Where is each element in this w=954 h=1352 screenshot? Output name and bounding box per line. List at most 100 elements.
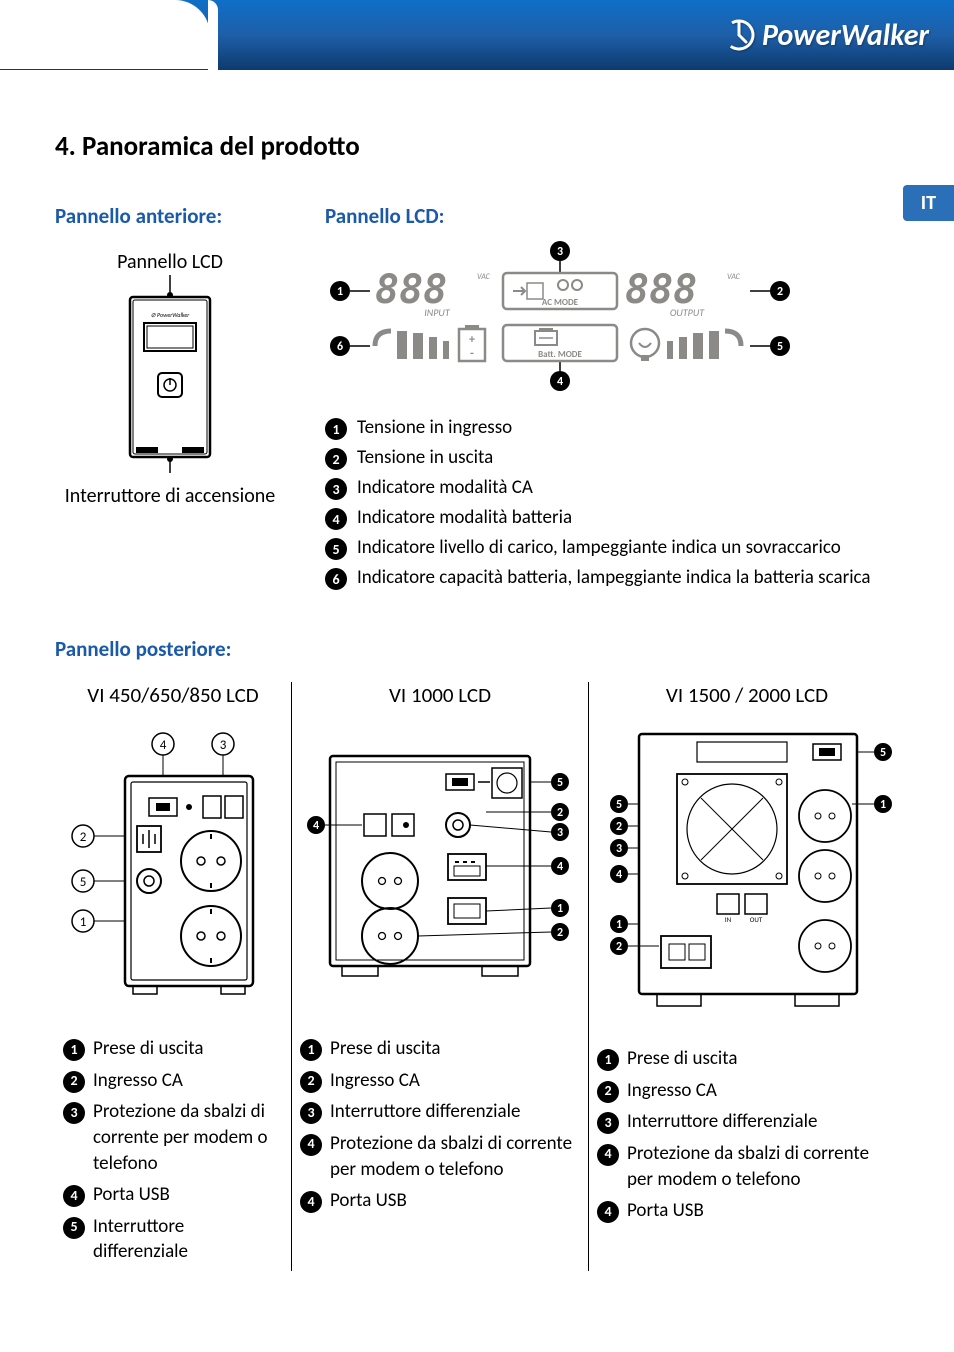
- rear-model-title: VI 450/650/850 LCD: [63, 682, 283, 708]
- legend-text: Porta USB: [93, 1182, 283, 1208]
- svg-text:+: +: [469, 333, 475, 347]
- rear-diagram-1: 4 3 2 5 1: [63, 726, 283, 1006]
- rear-col-1: VI 450/650/850 LCD 4 3 2 5 1: [55, 682, 291, 1271]
- front-panel-diagram: Pannello LCD ⊘ PowerWalker: [55, 241, 285, 509]
- legend-text: Porta USB: [627, 1198, 897, 1224]
- legend-num-1: 1: [325, 418, 347, 440]
- legend-num-5: 5: [325, 538, 347, 560]
- legend-num: 5: [63, 1217, 85, 1239]
- legend-num: 4: [300, 1191, 322, 1213]
- legend-text: Ingresso CA: [330, 1068, 580, 1094]
- legend-num: 3: [300, 1102, 322, 1124]
- legend-text: Protezione da sbalzi di corrente per mod…: [330, 1131, 580, 1182]
- lcd-legend-row: 4Indicatore modalità batteria: [325, 506, 899, 530]
- legend-num: 4: [597, 1144, 619, 1166]
- legend-num: 1: [597, 1049, 619, 1071]
- legend-text: Prese di uscita: [330, 1036, 580, 1062]
- front-panel-column: Pannello anteriore: Pannello LCD ⊘ Power…: [55, 203, 285, 596]
- rear-legend-row: 4 Porta USB: [300, 1188, 580, 1214]
- rear-legend-row: 2 Ingresso CA: [63, 1068, 283, 1094]
- rear-svg-2: 5 2 3 4 1 2 4: [300, 736, 580, 996]
- legend-num: 1: [63, 1039, 85, 1061]
- rear-legend-row: 4 Porta USB: [597, 1198, 897, 1224]
- rear-svg-3: IN OUT 5 1 5 2: [597, 726, 897, 1016]
- lcd-legend: 1 Tensione in ingresso 2Tensione in uscit…: [325, 416, 899, 590]
- rear-legend-row: 5 Interruttore differenziale: [63, 1214, 283, 1265]
- svg-text:-: -: [470, 347, 474, 361]
- rear-diagram-2: 5 2 3 4 1 2 4: [300, 726, 580, 1006]
- legend-num: 3: [63, 1102, 85, 1124]
- legend-num: 3: [597, 1112, 619, 1134]
- lcd-diagram: 3 1 2 6 5 4: [325, 241, 899, 396]
- brand-icon: [722, 18, 756, 52]
- svg-text:1: 1: [557, 902, 563, 916]
- lcd-legend-text: Indicatore livello di carico, lampeggian…: [357, 536, 841, 559]
- brand-text: PowerWalker: [762, 17, 929, 54]
- svg-text:5: 5: [777, 340, 783, 354]
- rear-legend-row: 4 Protezione da sbalzi di corrente per mo…: [300, 1131, 580, 1182]
- lcd-legend-text: Indicatore modalità batteria: [357, 506, 572, 529]
- legend-text: Ingresso CA: [93, 1068, 283, 1094]
- header-left-cutout: [0, 0, 210, 70]
- svg-text:VAC: VAC: [477, 272, 491, 282]
- legend-text: Protezione da sbalzi di corrente per mod…: [627, 1141, 897, 1192]
- rear-legend-row: 1Prese di uscita: [63, 1036, 283, 1062]
- rear-diagram-3: IN OUT 5 1 5 2: [597, 726, 897, 1016]
- legend-num: 4: [300, 1134, 322, 1156]
- svg-text:4: 4: [616, 868, 622, 882]
- legend-text: Interruttore differenziale: [93, 1214, 283, 1265]
- page-content: 4. Panoramica del prodotto Pannello ante…: [0, 70, 954, 1311]
- legend-num: 2: [597, 1081, 619, 1103]
- rear-legend-row: 2 Ingresso CA: [597, 1078, 897, 1104]
- svg-text:5: 5: [616, 798, 622, 812]
- lcd-caption: Pannello LCD: [117, 249, 223, 275]
- svg-text:4: 4: [313, 819, 319, 833]
- rear-legend-row: 4Porta USB: [63, 1182, 283, 1208]
- svg-text:2: 2: [80, 830, 87, 845]
- svg-text:5: 5: [880, 746, 886, 760]
- rear-panel-heading: Pannello posteriore:: [55, 636, 899, 662]
- svg-text:⊘ PowerWalker: ⊘ PowerWalker: [151, 311, 191, 319]
- svg-text:Batt. MODE: Batt. MODE: [538, 349, 582, 360]
- svg-text:4: 4: [557, 860, 563, 874]
- svg-text:3: 3: [616, 842, 622, 856]
- lcd-legend-row: 2Tensione in uscita: [325, 446, 899, 470]
- lcd-legend-text: Tensione in ingresso: [357, 416, 512, 439]
- lcd-legend-text: Indicatore capacità batteria, lampeggian…: [357, 566, 871, 589]
- svg-text:AC MODE: AC MODE: [542, 297, 579, 308]
- rear-legend-1: 1Prese di uscita 2Ingresso CA 3Protezion…: [63, 1036, 283, 1265]
- front-panel-heading: Pannello anteriore:: [55, 203, 285, 229]
- rear-panel-row: VI 450/650/850 LCD 4 3 2 5 1: [55, 682, 899, 1271]
- rear-model-title: VI 1500 / 2000 LCD: [597, 682, 897, 708]
- legend-num: 2: [63, 1071, 85, 1093]
- lcd-legend-row: 6 Indicatore capacità batteria, lampeggia…: [325, 566, 899, 590]
- legend-text: Ingresso CA: [627, 1078, 897, 1104]
- rear-legend-row: 4 Protezione da sbalzi di corrente per mo…: [597, 1141, 897, 1192]
- svg-text:3: 3: [220, 738, 227, 753]
- page-title: 4. Panoramica del prodotto: [55, 130, 899, 163]
- svg-text:5: 5: [80, 875, 87, 890]
- legend-text: Porta USB: [330, 1188, 580, 1214]
- lcd-legend-row: 3Indicatore modalità CA: [325, 476, 899, 500]
- svg-text:1: 1: [616, 918, 622, 932]
- legend-num: 4: [597, 1201, 619, 1223]
- svg-text:2: 2: [616, 940, 622, 954]
- svg-text:IN: IN: [725, 915, 732, 924]
- svg-text:2: 2: [777, 285, 783, 299]
- svg-text:3: 3: [557, 245, 563, 259]
- svg-text:4: 4: [160, 738, 167, 753]
- svg-text:1: 1: [337, 285, 343, 299]
- legend-num-6: 6: [325, 568, 347, 590]
- svg-text:6: 6: [337, 340, 343, 354]
- rear-svg-1: 4 3 2 5 1: [63, 726, 283, 1006]
- svg-text:1: 1: [880, 798, 886, 812]
- svg-text:2: 2: [557, 806, 563, 820]
- lcd-panel-heading: Pannello LCD:: [325, 203, 899, 229]
- lcd-legend-row: 1 Tensione in ingresso: [325, 416, 899, 440]
- lcd-panel-column: Pannello LCD: 3 1 2 6 5: [325, 203, 899, 596]
- rear-legend-row: 3Interruttore differenziale: [300, 1099, 580, 1125]
- svg-text:1: 1: [80, 915, 87, 930]
- svg-text:2: 2: [616, 820, 622, 834]
- rear-legend-3: 1Prese di uscita 2Ingresso CA 3Interrutt…: [597, 1046, 897, 1224]
- svg-text:5: 5: [557, 776, 563, 790]
